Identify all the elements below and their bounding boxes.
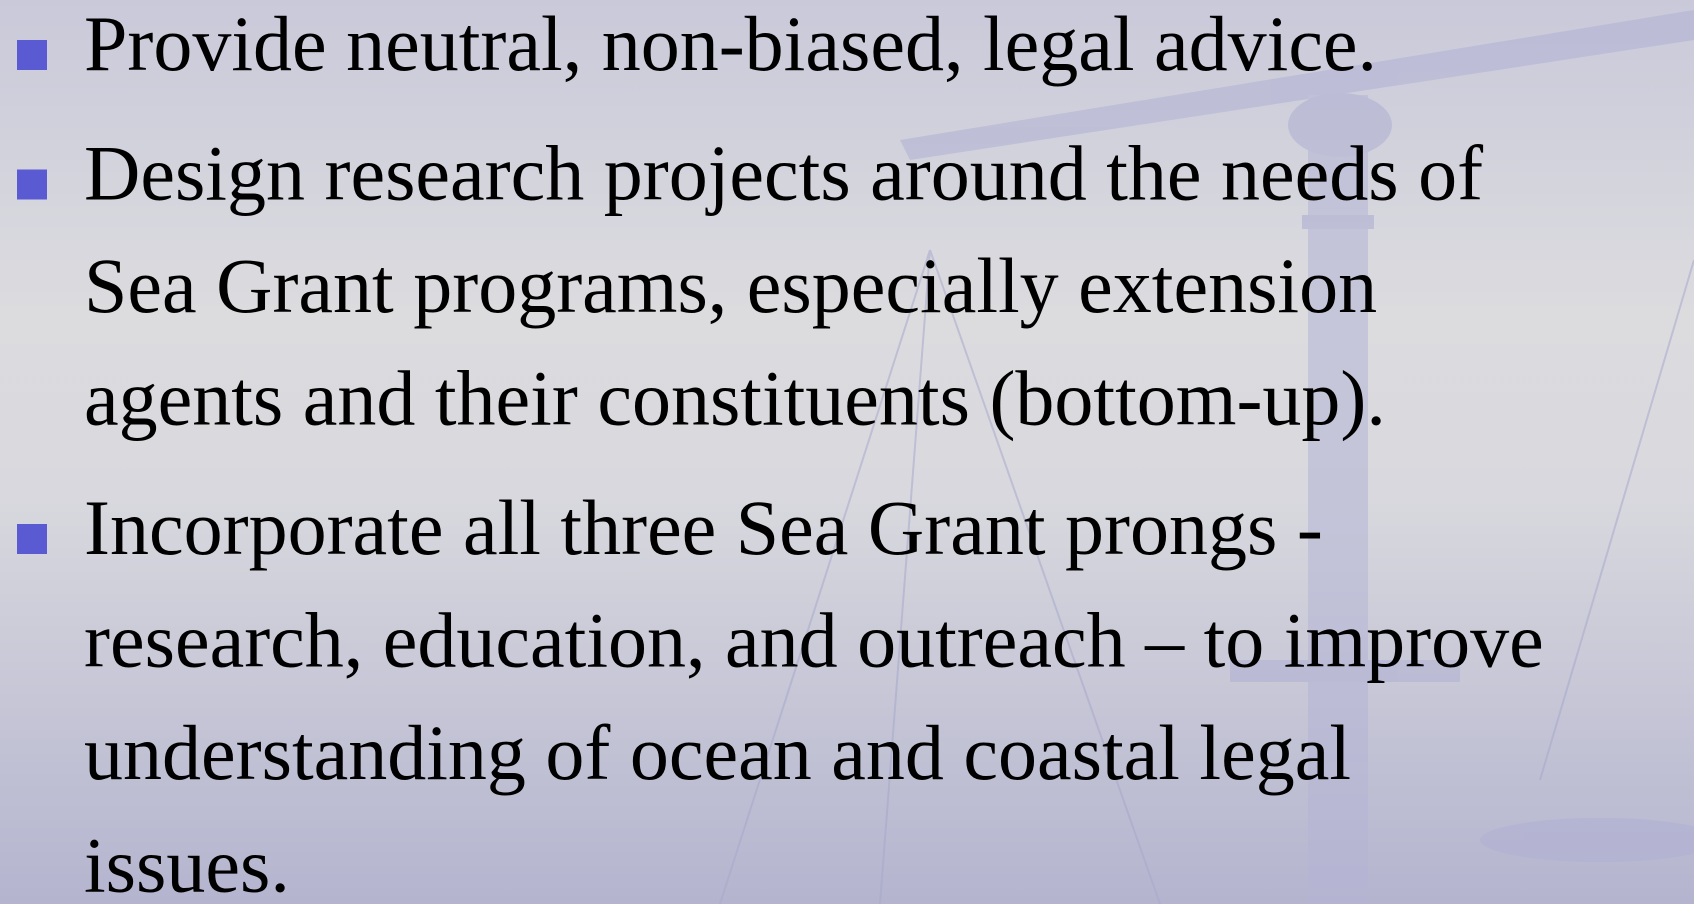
bullet-text-line: agents and their constituents (bottom-up… [84, 355, 1386, 442]
bullet-text-line: Incorporate all three Sea Grant prongs - [84, 484, 1323, 571]
bullet-text-line: research, education, and outreach – to i… [84, 597, 1544, 684]
bullet-text-line: Provide neutral, non-biased, legal advic… [84, 0, 1377, 87]
bullet-text-line: Sea Grant programs, especially extension [84, 242, 1377, 329]
page: Provide neutral, non-biased, legal advic… [0, 0, 1694, 904]
bullet-text-line: issues. [84, 822, 290, 904]
bullet-marker [17, 524, 47, 554]
bullet-marker [17, 40, 47, 70]
slide: Provide neutral, non-biased, legal advic… [0, 0, 1694, 904]
bullet-marker [17, 170, 47, 200]
bullet-text-line: understanding of ocean and coastal legal [84, 709, 1351, 796]
bullet-text-line: Design research projects around the need… [84, 130, 1483, 217]
